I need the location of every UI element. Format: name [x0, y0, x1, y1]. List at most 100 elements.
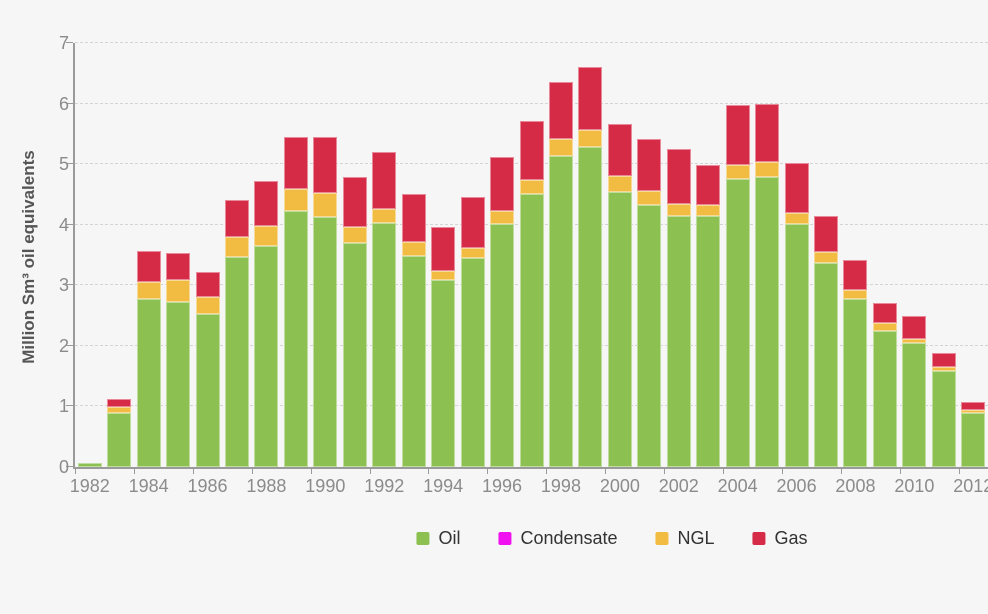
- bar-segment-oil-2009[interactable]: [872, 331, 897, 467]
- bar-segment-oil-2012[interactable]: [961, 412, 986, 467]
- bar-segment-gas-1987[interactable]: [224, 199, 249, 238]
- bar-segment-gas-2003[interactable]: [696, 165, 721, 206]
- bar-segment-ngl-1990[interactable]: [313, 192, 338, 217]
- bar-segment-gas-1985[interactable]: [166, 253, 191, 281]
- bar-segment-ngl-2000[interactable]: [607, 175, 632, 193]
- bar-segment-ngl-2010[interactable]: [902, 338, 927, 344]
- bar-segment-ngl-2001[interactable]: [637, 190, 662, 205]
- bar-segment-oil-1992[interactable]: [372, 222, 397, 467]
- bar-segment-gas-2000[interactable]: [607, 123, 632, 176]
- bar-segment-ngl-1989[interactable]: [283, 189, 308, 211]
- bar-segment-oil-1997[interactable]: [519, 193, 544, 467]
- bar-segment-oil-1994[interactable]: [431, 279, 456, 467]
- bar-segment-gas-1993[interactable]: [401, 193, 426, 243]
- bar-segment-oil-1995[interactable]: [460, 258, 485, 467]
- bar-segment-gas-1992[interactable]: [372, 152, 397, 209]
- bar-segment-oil-2000[interactable]: [607, 192, 632, 467]
- bar-segment-gas-2006[interactable]: [784, 162, 809, 213]
- bar-segment-gas-1999[interactable]: [578, 67, 603, 131]
- bar-segment-ngl-1992[interactable]: [372, 208, 397, 223]
- bar-segment-gas-2005[interactable]: [755, 103, 780, 163]
- bar-segment-ngl-1983[interactable]: [107, 407, 132, 413]
- legend-item-gas[interactable]: Gas: [752, 528, 808, 549]
- bar-segment-ngl-1985[interactable]: [166, 280, 191, 302]
- bar-segment-gas-1989[interactable]: [283, 136, 308, 189]
- legend-item-condensate[interactable]: Condensate: [498, 528, 618, 549]
- bar-segment-gas-2007[interactable]: [814, 215, 839, 252]
- bar-segment-gas-2011[interactable]: [931, 352, 956, 368]
- legend-item-oil[interactable]: Oil: [416, 528, 460, 549]
- bar-segment-ngl-1993[interactable]: [401, 242, 426, 256]
- bar-segment-gas-1996[interactable]: [490, 156, 515, 211]
- bar-segment-ngl-1988[interactable]: [254, 225, 279, 246]
- bar-segment-ngl-2011[interactable]: [931, 367, 956, 371]
- bar-segment-gas-2010[interactable]: [902, 316, 927, 339]
- bar-segment-gas-2012[interactable]: [961, 401, 986, 411]
- bar-segment-gas-1988[interactable]: [254, 181, 279, 226]
- bar-segment-oil-2007[interactable]: [814, 262, 839, 467]
- bar-segment-oil-1984[interactable]: [136, 298, 161, 467]
- bar-segment-gas-1997[interactable]: [519, 120, 544, 180]
- bar-segment-ngl-2006[interactable]: [784, 212, 809, 225]
- bar-segment-ngl-2005[interactable]: [755, 162, 780, 177]
- bar-segment-oil-2008[interactable]: [843, 299, 868, 467]
- bar-segment-gas-2001[interactable]: [637, 138, 662, 191]
- bar-segment-ngl-1999[interactable]: [578, 130, 603, 147]
- bar-segment-ngl-1995[interactable]: [460, 248, 485, 259]
- legend-item-ngl[interactable]: NGL: [655, 528, 715, 549]
- bar-segment-ngl-1994[interactable]: [431, 270, 456, 280]
- bar-segment-oil-1985[interactable]: [166, 301, 191, 467]
- bar-segment-oil-1990[interactable]: [313, 216, 338, 467]
- bar-segment-ngl-2002[interactable]: [666, 203, 691, 216]
- bar-segment-ngl-1984[interactable]: [136, 282, 161, 299]
- bar-segment-ngl-2003[interactable]: [696, 205, 721, 217]
- bar-segment-ngl-1997[interactable]: [519, 179, 544, 194]
- bar-1994: [431, 227, 456, 467]
- bar-segment-oil-2011[interactable]: [931, 370, 956, 467]
- bar-segment-oil-1989[interactable]: [283, 210, 308, 467]
- bar-segment-oil-2006[interactable]: [784, 224, 809, 467]
- bar-segment-oil-1986[interactable]: [195, 313, 220, 467]
- bar-segment-gas-1984[interactable]: [136, 250, 161, 283]
- bar-segment-ngl-2004[interactable]: [725, 164, 750, 179]
- bar-segment-ngl-2007[interactable]: [814, 251, 839, 263]
- bar-segment-gas-1991[interactable]: [342, 176, 367, 227]
- bar-segment-oil-1993[interactable]: [401, 255, 426, 467]
- bar-segment-oil-1991[interactable]: [342, 242, 367, 467]
- bar-segment-ngl-2009[interactable]: [872, 323, 897, 332]
- bar-segment-gas-2009[interactable]: [872, 303, 897, 324]
- bar-segment-oil-2001[interactable]: [637, 204, 662, 467]
- bar-segment-ngl-2008[interactable]: [843, 290, 868, 300]
- bar-segment-oil-2005[interactable]: [755, 176, 780, 467]
- bar-segment-oil-1987[interactable]: [224, 256, 249, 467]
- bar-segment-ngl-1986[interactable]: [195, 297, 220, 314]
- bar-segment-oil-2002[interactable]: [666, 215, 691, 467]
- bar-segment-oil-1999[interactable]: [578, 146, 603, 467]
- bar-segment-gas-1995[interactable]: [460, 197, 485, 249]
- bar-segment-gas-2002[interactable]: [666, 149, 691, 204]
- bar-segment-oil-1998[interactable]: [548, 155, 573, 467]
- bar-segment-ngl-1987[interactable]: [224, 237, 249, 257]
- bar-segment-oil-1983[interactable]: [107, 412, 132, 467]
- x-axis-label-2010: 2010: [894, 476, 935, 496]
- bar-segment-oil-2004[interactable]: [725, 178, 750, 467]
- bar-segment-oil-2003[interactable]: [696, 216, 721, 467]
- bar-segment-oil-2010[interactable]: [902, 343, 927, 467]
- bar-segment-gas-1983[interactable]: [107, 399, 132, 408]
- bar-segment-gas-1990[interactable]: [313, 136, 338, 193]
- bar-segment-oil-1996[interactable]: [490, 223, 515, 467]
- bar-1989: [283, 136, 308, 467]
- bar-segment-gas-1986[interactable]: [195, 271, 220, 298]
- bar-segment-gas-1998[interactable]: [548, 81, 573, 139]
- bar-segment-gas-1994[interactable]: [431, 227, 456, 271]
- bar-segment-oil-1988[interactable]: [254, 245, 279, 467]
- bar-segment-oil-1982[interactable]: [77, 463, 102, 467]
- gridline-y-6: [75, 102, 988, 104]
- bar-segment-gas-2004[interactable]: [725, 105, 750, 165]
- x-axis-tick-1992: [369, 467, 371, 474]
- bar-segment-ngl-1996[interactable]: [490, 210, 515, 224]
- bar-segment-ngl-2012[interactable]: [961, 410, 986, 413]
- bar-segment-ngl-1991[interactable]: [342, 226, 367, 243]
- bar-segment-gas-2008[interactable]: [843, 259, 868, 291]
- bar-segment-ngl-1998[interactable]: [548, 138, 573, 156]
